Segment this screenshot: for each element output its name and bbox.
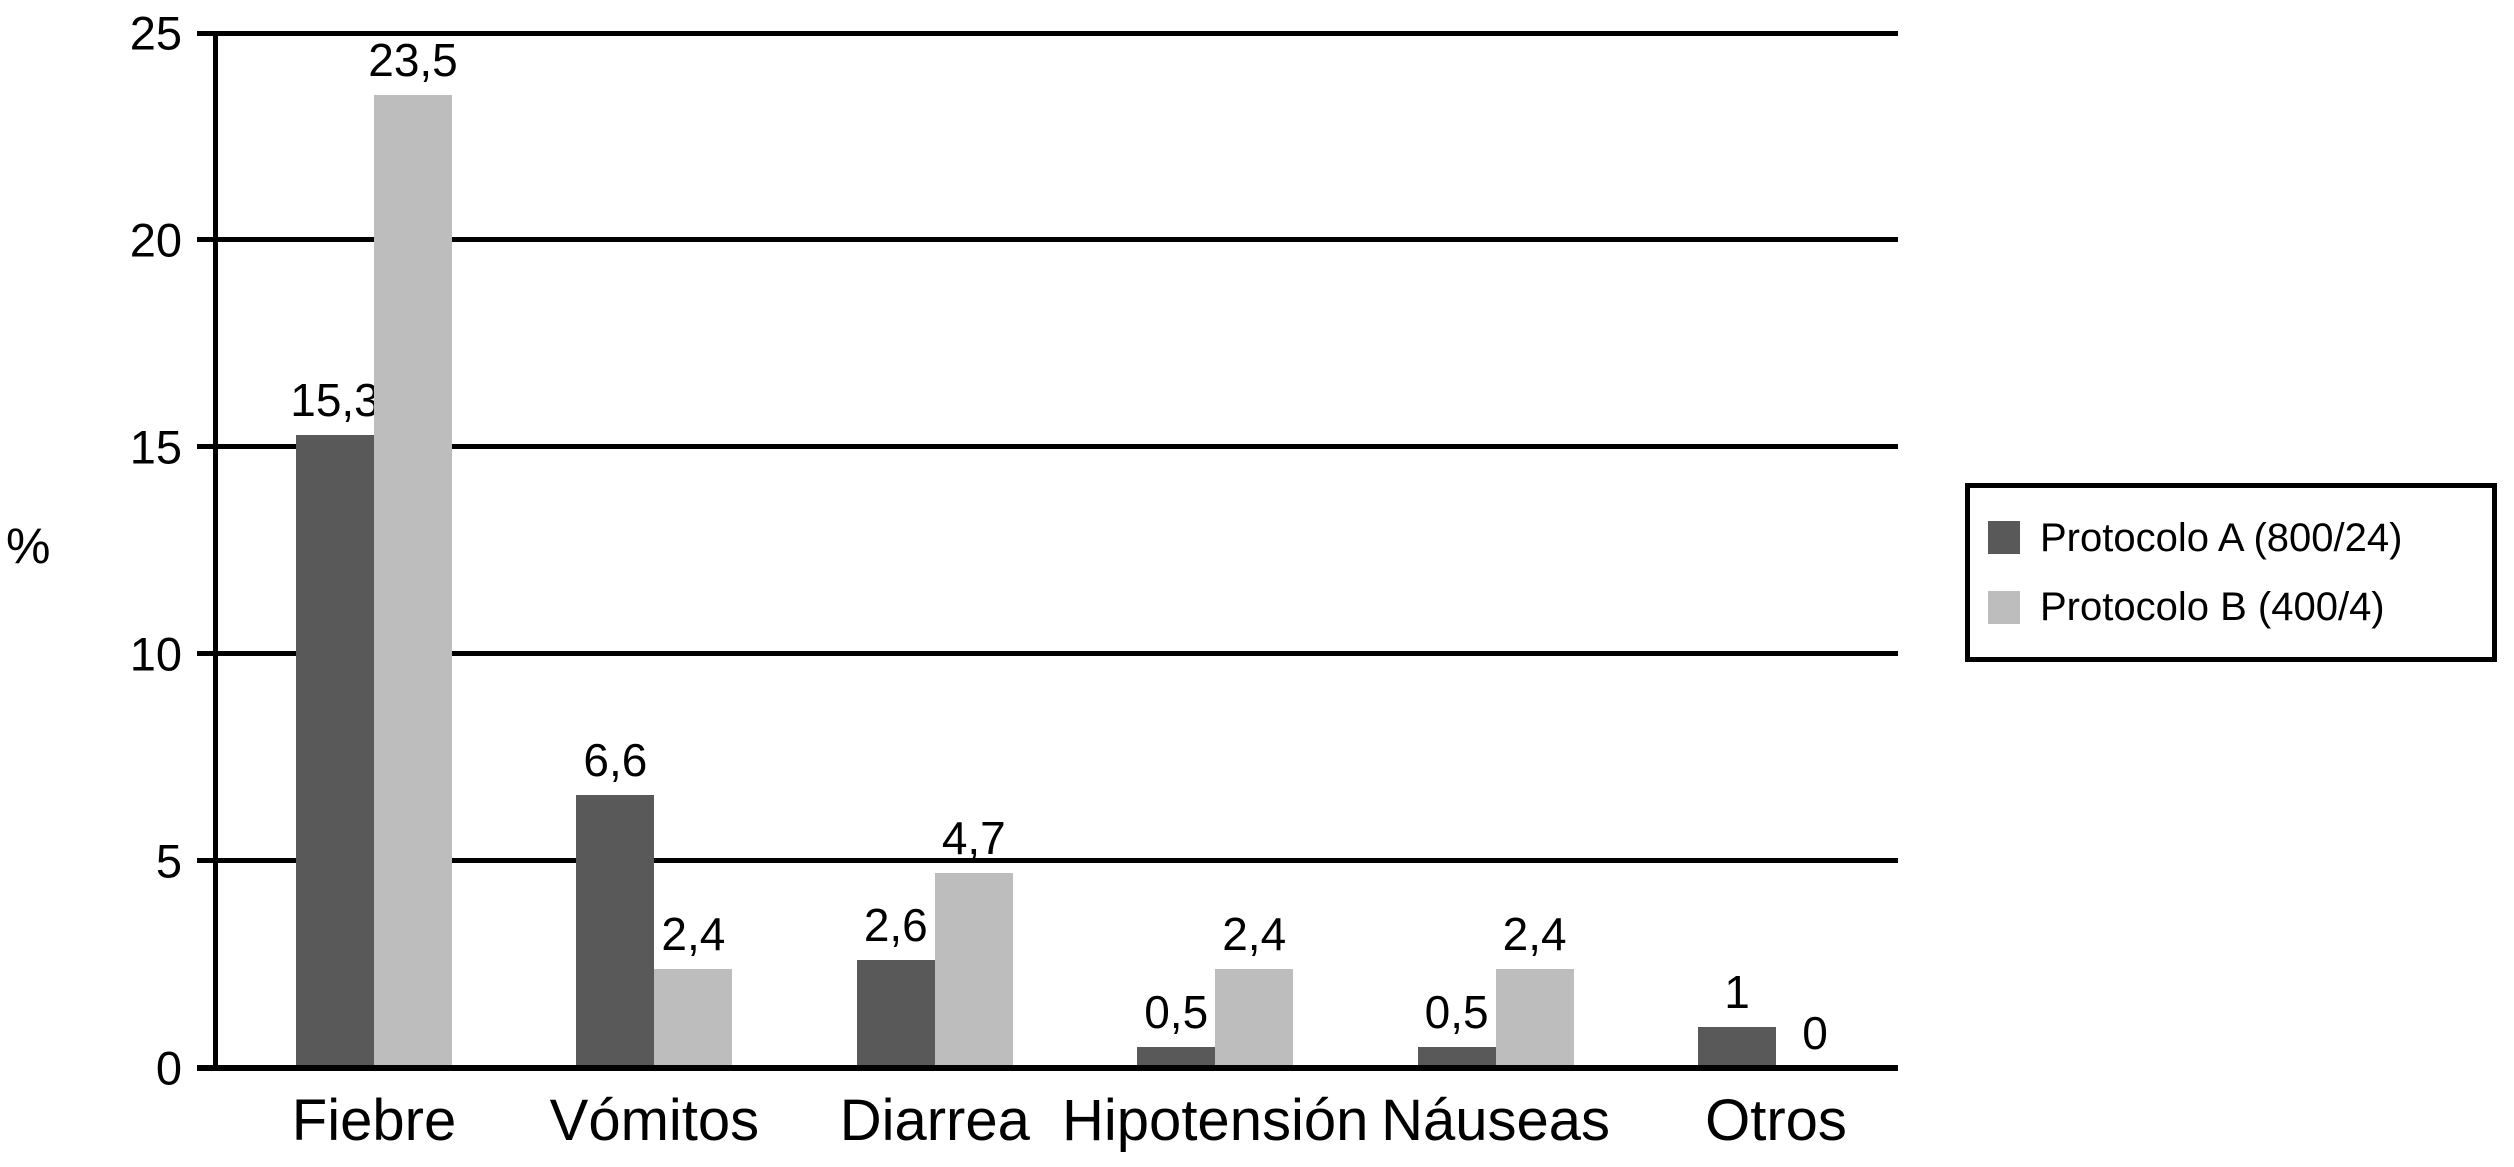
bar-nauseas-b: 2,4 xyxy=(1495,911,1574,1068)
bar-value-label: 2,6 xyxy=(863,899,928,952)
y-tick-label-0: 0 xyxy=(155,1041,182,1095)
y-tick-label-20: 20 xyxy=(129,213,182,267)
legend-item-protocolo-a: Protocolo A (800/24) xyxy=(1988,518,2492,558)
y-axis-line xyxy=(213,33,218,1071)
y-tick-label-10: 10 xyxy=(129,627,182,681)
bar-vomitos-a: 6,6 xyxy=(576,737,655,1068)
bar-hipotension-a: 0,5 xyxy=(1137,989,1216,1068)
y-tick-label-15: 15 xyxy=(129,420,182,474)
bar-vomitos-b: 2,4 xyxy=(654,911,733,1068)
bar-group-fiebre: 15,3 23,5 xyxy=(290,33,458,1068)
bar-group-hipotension: 0,5 2,4 xyxy=(1137,33,1294,1068)
bar-value-label: 4,7 xyxy=(941,812,1006,865)
bar-value-label: 2,4 xyxy=(1222,907,1287,960)
legend: Protocolo A (800/24) Protocolo B (400/4) xyxy=(1965,483,2497,662)
y-tick-label-25: 25 xyxy=(129,6,182,60)
gridline-20 xyxy=(197,237,1898,242)
bar-value-label: 6,6 xyxy=(583,733,648,786)
legend-label-protocolo-a: Protocolo A (800/24) xyxy=(2040,515,2403,560)
bar-value-label: 15,3 xyxy=(290,373,380,426)
y-tick-label-5: 5 xyxy=(155,834,182,888)
plot-area: 0 5 10 15 20 25 15,3 23,5 6,6 2,4 2,6 4,7 0,5 2,4 0,5… xyxy=(130,10,1898,1092)
gridline-10 xyxy=(197,651,1898,656)
bar-value-label: 0,5 xyxy=(1144,986,1209,1039)
y-axis-title: % xyxy=(6,518,51,574)
legend-swatch-protocolo-b-icon xyxy=(1988,590,2020,624)
bar-value-label: 0,5 xyxy=(1424,986,1489,1039)
legend-swatch-protocolo-a-icon xyxy=(1988,521,2020,555)
bar-value-label: 0 xyxy=(1802,1007,1828,1059)
x-axis-line xyxy=(197,1065,1898,1071)
bar-fiebre-b: 23,5 xyxy=(368,37,458,1068)
bar-otros-a: 1 xyxy=(1698,969,1776,1068)
bar-diarrea-b: 4,7 xyxy=(934,815,1013,1068)
gridline-25 xyxy=(197,31,1898,36)
bar-fiebre-a: 15,3 xyxy=(290,377,380,1068)
bar-group-nauseas: 0,5 2,4 xyxy=(1417,33,1574,1068)
legend-item-protocolo-b: Protocolo B (400/4) xyxy=(1988,587,2492,627)
x-category-label-vomitos: Vómitos xyxy=(549,1088,760,1153)
gridline-5 xyxy=(197,858,1898,863)
bar-value-label: 2,4 xyxy=(1502,907,1567,960)
bar-value-label: 23,5 xyxy=(368,34,458,87)
bar-hipotension-b: 2,4 xyxy=(1215,911,1294,1068)
x-category-label-hipotension: Hipotensión xyxy=(1062,1088,1369,1153)
bar-group-vomitos: 6,6 2,4 xyxy=(576,33,733,1068)
legend-label-protocolo-b: Protocolo B (400/4) xyxy=(2040,585,2385,630)
x-category-label-fiebre: Fiebre xyxy=(291,1088,457,1153)
bar-nauseas-a: 0,5 xyxy=(1417,989,1496,1068)
x-category-label-diarrea: Diarrea xyxy=(839,1088,1030,1153)
x-category-label-nauseas: Náuseas xyxy=(1381,1088,1611,1153)
bar-value-label: 1 xyxy=(1724,965,1750,1018)
x-category-label-otros: Otros xyxy=(1705,1088,1847,1153)
bar-value-label: 2,4 xyxy=(661,907,726,960)
bar-group-diarrea: 2,6 4,7 xyxy=(856,33,1013,1068)
gridline-15 xyxy=(197,444,1898,449)
bar-diarrea-a: 2,6 xyxy=(856,902,935,1068)
